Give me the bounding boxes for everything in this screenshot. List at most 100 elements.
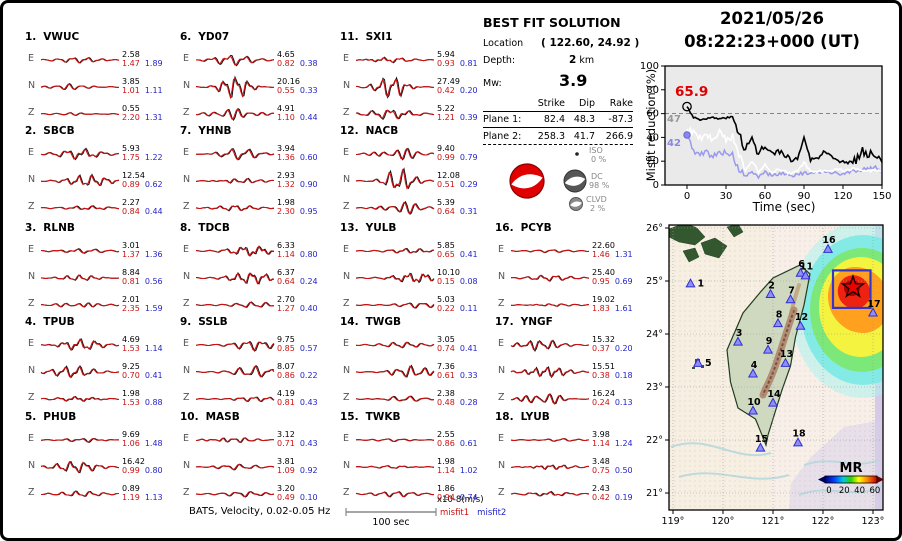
channel-row-E: E 9.69 1.06 1.48 [20,425,174,452]
fit-values: 3.20 0.49 0.10 [277,484,327,502]
peak-amplitude: 16.42 [122,456,145,466]
colorbar-tick-label: 40 [854,486,865,496]
lat-tick-label: 26° [646,223,663,234]
peak-amplitude: 9.25 [122,361,140,371]
misfit2-value: 0.28 [459,397,478,407]
misfit1-value: 0.86 [437,438,455,448]
fit-values: 2.43 0.42 0.19 [592,484,642,502]
map-station-16: 16 [822,235,836,253]
waveform-trace [195,340,275,352]
fit-values: 1.98 2.30 0.95 [277,198,327,216]
clvd-pct: 2 % [590,204,606,213]
misfit2-value: 0.24 [299,276,318,286]
map-station-6: 6 [795,259,806,277]
map-station-3: 3 [732,328,744,346]
peak-amplitude: 6.37 [277,267,295,277]
channel-label: Z [28,487,35,498]
misfit1-value: 1.37 [122,249,140,259]
station-block-SBCB: 2. SBCB E 5.93 1.75 1.22 N 12.54 0.89 0.62 Z 2.27 0.… [20,125,174,220]
waveform-trace [355,491,435,498]
misfit1-value: 0.70 [122,370,140,380]
map-station-11: 11 [800,262,813,280]
lat-tick-label: 21° [646,488,663,499]
misfit-legend: misfit1 misfit2 [440,508,506,518]
peak-amplitude: 4.19 [277,388,295,398]
event-title: 2021/05/26 08:22:23+000 (UT) [643,7,899,53]
lat-tick-label: 24° [646,329,663,340]
waveform-trace [195,177,275,184]
channel-row-E: E 2.58 1.47 1.89 [20,45,174,72]
waveform-trace [195,437,275,444]
waveform-trace [40,248,120,254]
lon-tick-label: 119° [662,516,685,527]
waveform-trace [355,109,435,121]
map-station-17: 17 [867,299,881,317]
misfit1-value: 2.30 [277,206,295,216]
waveform-trace [195,271,275,285]
peak-amplitude: 1.86 [437,483,455,493]
fit-values: 3.05 0.74 0.41 [437,335,487,353]
waveform-trace [40,364,120,379]
channel-row-Z: Z 19.02 1.83 1.61 [490,290,644,317]
fit-values: 2.70 1.27 0.40 [277,295,327,313]
misfit1-value: 0.65 [437,249,455,259]
peak-amplitude: 2.93 [277,170,295,180]
peak-amplitude: 16.24 [592,388,615,398]
peak-amplitude: 3.48 [592,456,610,466]
fit-values: 9.75 0.85 0.57 [277,335,327,353]
fit-values: 5.94 0.93 0.81 [437,50,487,68]
channel-label: E [28,53,35,64]
fit-values: 15.51 0.38 0.18 [592,362,642,380]
station-block-PHUB: 5. PHUB E 9.69 1.06 1.48 N 16.42 0.99 0.80 Z 0.89 1.… [20,411,174,506]
waveform-trace [510,392,590,405]
misfit2-value: 0.57 [299,343,318,353]
waveform-trace [195,463,275,471]
depth-unit: km [579,55,595,66]
peak-amplitude: 3.05 [437,334,455,344]
map-station-12: 12 [795,312,808,330]
misfit2-value: 0.20 [459,85,478,95]
channel-row-N: N 7.36 0.61 0.33 [335,357,489,384]
channel-label: E [183,147,190,158]
station-header: 17. YNGF [495,316,553,328]
misfit2-value: 1.89 [144,58,163,68]
channel-row-Z: Z 5.22 1.21 0.39 [335,99,489,126]
waveform-trace [355,465,435,469]
col-rake: Rake [609,97,633,109]
channel-row-E: E 3.94 1.36 0.60 [175,139,329,166]
peak-amplitude: 27.49 [437,76,460,86]
peak-amplitude: 2.70 [277,294,295,304]
misfit2-value: 0.33 [299,85,318,95]
fit-values: 2.58 1.47 1.89 [122,50,172,68]
waveform-trace [510,339,590,353]
misfit2-value: 1.48 [144,438,163,448]
fit-values: 5.93 1.75 1.22 [122,144,172,162]
station-block-SXI1: 11. SXI1 E 5.94 0.93 0.81 N 27.49 0.42 0.20 Z 5.22 1… [335,31,489,126]
blue-start-marker [683,131,691,139]
fit-values: 8.84 0.81 0.56 [122,268,172,286]
fit-values: 6.37 0.64 0.24 [277,268,327,286]
fit-values: 10.10 0.15 0.08 [437,268,487,286]
peak-amplitude: 3.81 [277,456,295,466]
misfit1-value: 0.51 [437,179,455,189]
misfit1-value: 0.15 [437,276,455,286]
map-station-15: 15 [755,434,768,452]
misfit2-value: 1.11 [144,85,163,95]
peak-amplitude: 1.98 [277,197,295,207]
dc-label: DC [591,172,603,181]
channel-label: N [28,174,36,185]
peak-amplitude: 3.94 [277,143,295,153]
waveform-trace [195,148,275,161]
channel-label: E [183,338,190,349]
fit-values: 2.27 0.84 0.44 [122,198,172,216]
plane2-row: Plane 2: 258.3 41.7 266.9 [483,128,633,145]
y-tick-label: 100 [640,61,659,72]
iso-label: ISO [589,146,603,155]
waveform-trace [355,167,435,190]
misfit2-value: 0.41 [459,249,478,259]
station-number-label: 11 [800,262,813,273]
misfit1-value: 1.14 [437,465,455,475]
channel-row-Z: Z 4.91 1.10 0.44 [175,99,329,126]
fit-values: 1.98 1.14 1.02 [437,457,487,475]
station-number-label: 4 [751,360,758,371]
